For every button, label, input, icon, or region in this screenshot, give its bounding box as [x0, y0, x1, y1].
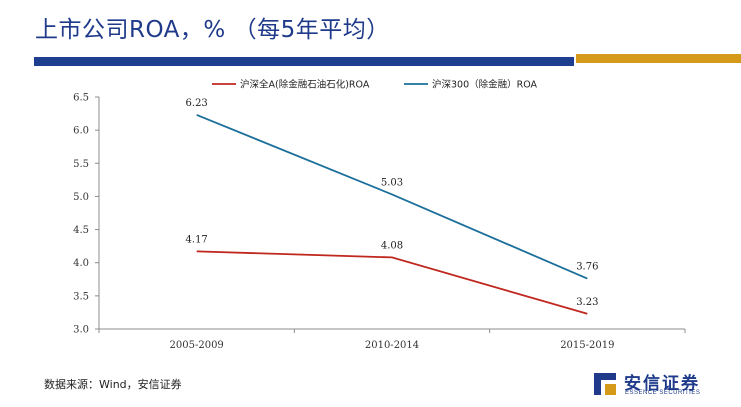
page-title: 上市公司ROA，% （每5年平均）	[35, 17, 390, 43]
y-tick-label: 6.0	[73, 126, 89, 137]
data-source-note: 数据来源：Wind，安信证券	[44, 378, 182, 391]
y-tick-label: 5.0	[73, 192, 89, 203]
x-tick-label: 2015-2019	[560, 340, 614, 351]
data-label: 4.08	[381, 240, 403, 251]
x-tick-label: 2010-2014	[365, 340, 419, 351]
y-tick-label: 3.0	[73, 325, 89, 336]
chart-axes: 3.0 3.5 4.0 4.5 5.0 5.5 6.0 6.5 2005-2009 2010-20…	[73, 93, 686, 351]
essence-securities-logo-icon	[594, 373, 616, 395]
logo-name-cn: 安信证券	[624, 374, 700, 394]
y-tick-label: 4.5	[73, 225, 89, 236]
y-tick-label: 4.0	[73, 258, 89, 269]
chart-legend: 沪深全A(除金融石油石化)ROA 沪深300（除金融）ROA	[212, 79, 538, 91]
y-tick-label: 3.5	[73, 291, 89, 302]
y-tick-label: 6.5	[73, 93, 89, 104]
data-label: 4.17	[186, 234, 208, 245]
data-label: 5.03	[381, 177, 403, 188]
data-label: 3.76	[576, 262, 598, 273]
header-band-gold	[576, 54, 741, 63]
logo-name-en: ESSENCE SECURITIES	[625, 390, 701, 396]
legend-label: 沪深300（除金融）ROA	[432, 79, 538, 91]
y-tick-label: 5.5	[73, 159, 89, 170]
data-label: 3.23	[576, 297, 598, 308]
chart-series: 4.17 4.08 3.23 6.23 5.03 3.76	[186, 98, 598, 315]
data-label: 6.23	[186, 98, 208, 109]
x-tick-label: 2005-2009	[170, 340, 224, 351]
legend-label: 沪深全A(除金融石油石化)ROA	[240, 79, 370, 91]
series-line-1	[196, 250, 588, 315]
header-band-blue	[34, 57, 574, 66]
company-logo: 安信证券 ESSENCE SECURITIES	[592, 367, 732, 401]
series-line-2	[196, 114, 588, 280]
